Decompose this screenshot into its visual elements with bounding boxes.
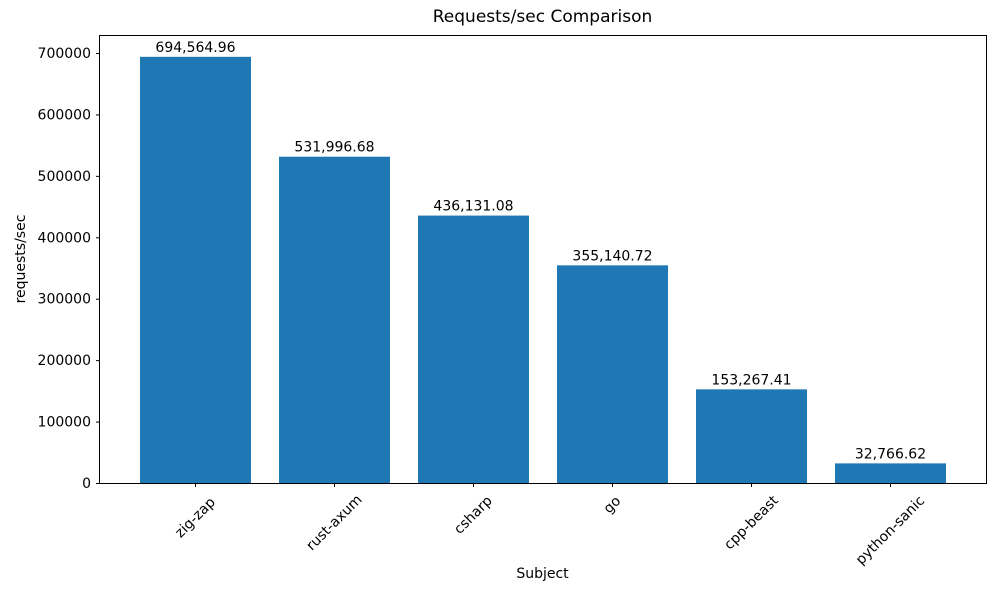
y-tick-label: 300000 (38, 292, 91, 308)
bar (418, 215, 529, 484)
x-tick-label: python-sanic (853, 493, 928, 568)
x-tick-label: go (601, 493, 625, 517)
bar-value-label: 32,766.62 (855, 446, 926, 462)
bar (835, 463, 946, 484)
x-tick-label: cpp-beast (721, 492, 782, 553)
x-tick-label: csharp (451, 493, 496, 538)
y-tick-label: 100000 (38, 415, 91, 431)
y-tick-label: 200000 (38, 353, 91, 369)
bar-value-label: 531,996.68 (294, 140, 374, 156)
bar-value-label: 694,564.96 (155, 40, 235, 56)
x-tick-label: zig-zap (172, 494, 219, 541)
axes-spines (99, 35, 987, 484)
bar-value-label: 436,131.08 (433, 199, 513, 215)
x-tick-label: rust-axum (303, 492, 365, 554)
bar-value-label: 355,140.72 (572, 248, 652, 264)
bar (696, 389, 807, 484)
bar (279, 156, 390, 484)
y-tick-label: 500000 (38, 169, 91, 185)
bar (140, 56, 251, 484)
y-tick-label: 0 (82, 476, 91, 492)
x-axis-label: Subject (516, 566, 569, 582)
y-tick-label: 400000 (38, 230, 91, 246)
y-tick-label: 600000 (38, 107, 91, 123)
bar (557, 265, 668, 484)
bar-value-label: 153,267.41 (711, 372, 791, 388)
y-tick-label: 700000 (38, 46, 91, 62)
chart-title: Requests/sec Comparison (432, 7, 653, 27)
